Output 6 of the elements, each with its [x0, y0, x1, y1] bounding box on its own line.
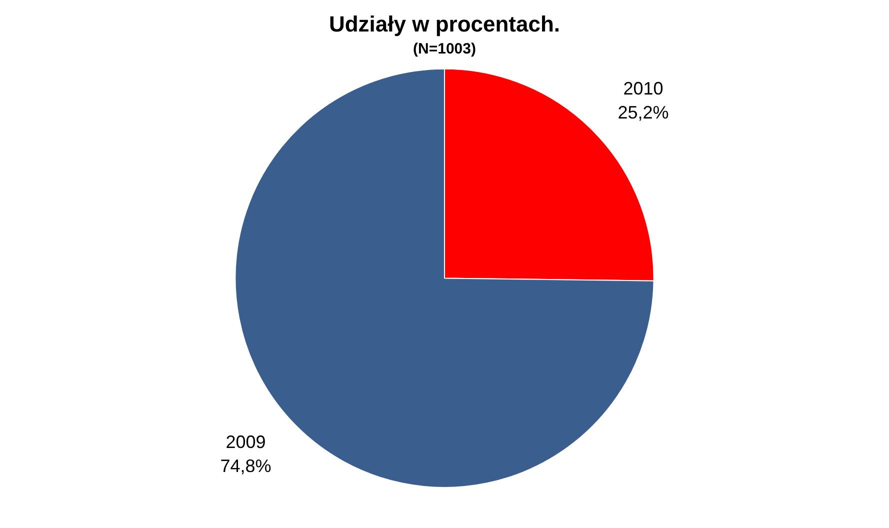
slice-label: 2010 — [623, 78, 664, 99]
chart-title: Udziały w procentach. — [328, 11, 560, 36]
chart-subtitle: (N=1003) — [413, 40, 476, 58]
slice-label: 2009 — [226, 432, 266, 452]
data-label: 25,2% — [618, 102, 669, 123]
data-label: 74,8% — [220, 456, 272, 476]
